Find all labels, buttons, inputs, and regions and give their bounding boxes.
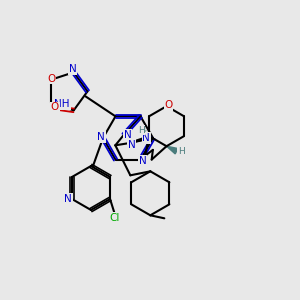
Text: O: O [51, 102, 59, 112]
Text: N: N [139, 156, 146, 166]
Text: N: N [128, 140, 135, 150]
Text: NH: NH [54, 99, 70, 109]
Text: N: N [124, 130, 132, 140]
Text: Cl: Cl [110, 213, 120, 223]
Text: H: H [138, 126, 145, 135]
Text: N: N [69, 64, 76, 74]
Text: N: N [64, 194, 72, 204]
Text: N: N [142, 133, 150, 143]
Text: O: O [164, 100, 173, 110]
Polygon shape [167, 146, 178, 154]
Text: N: N [97, 132, 105, 142]
Text: H: H [178, 147, 185, 156]
Text: O: O [47, 74, 56, 84]
